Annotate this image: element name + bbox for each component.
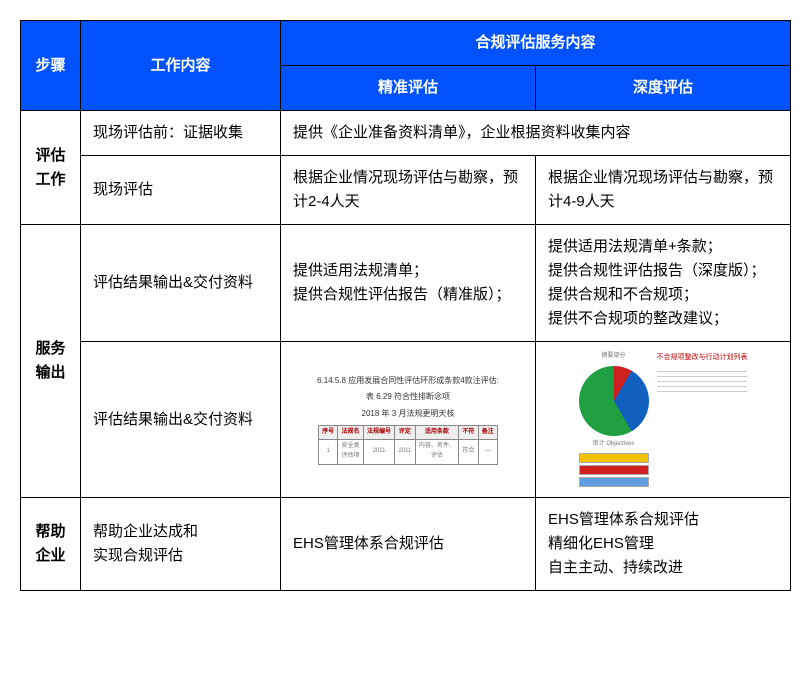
compliance-service-table: 步骤 工作内容 合规评估服务内容 精准评估 深度评估 评估 工作 现场评估前：证…	[20, 20, 791, 591]
rowlabel-help: 帮助 企业	[21, 498, 81, 591]
mini-td: 内容、名件、 评估	[415, 440, 459, 464]
output-r2-deep-sample: 摘要部分 审计 Objectives 不合规项整改与行动计划列表	[536, 342, 791, 498]
sample-deep-left: 摘要部分 审计 Objectives	[579, 352, 649, 487]
mini-bars	[579, 453, 649, 487]
sample-precise-mini-table: 序号 法规名 法规编号 评定 适用条款 不符 备注 1 安全类 评估项 2011	[318, 425, 498, 465]
eval-r2-precise: 根据企业情况现场评估与勘察，预计2-4人天	[281, 156, 536, 225]
mini-th: 不符	[459, 425, 478, 440]
output-r2-precise-sample: 6.14.5.8 应用发展合同性评估环形成条款4款注评估: 表 6.29 符合性…	[281, 342, 536, 498]
bar-icon	[579, 453, 649, 463]
th-step: 步骤	[21, 21, 81, 111]
rowlabel-eval: 评估 工作	[21, 111, 81, 225]
output-r1-deep: 提供适用法规清单+条款； 提供合规性评估报告（深度版）； 提供合规和不合规项； …	[536, 225, 791, 342]
line-icon	[657, 387, 747, 392]
mini-td: 1	[319, 440, 338, 464]
bar-icon	[579, 477, 649, 487]
eval-r1-work: 现场评估前：证据收集	[81, 111, 281, 156]
mini-th: 法规名	[338, 425, 363, 440]
sample-deep-heading: 摘要部分	[601, 352, 625, 362]
th-service-group: 合规评估服务内容	[281, 21, 791, 66]
mini-th: 序号	[319, 425, 338, 440]
mini-th: 法规编号	[363, 425, 395, 440]
mini-th: 备注	[478, 425, 497, 440]
mini-th: 评定	[395, 425, 415, 440]
help-precise: EHS管理体系合规评估	[281, 498, 536, 591]
eval-r1-merged: 提供《企业准备资料清单》，企业根据资料收集内容	[281, 111, 791, 156]
rowlabel-output: 服务 输出	[21, 225, 81, 498]
mini-td: —	[478, 440, 497, 464]
th-deep: 深度评估	[536, 66, 791, 111]
mini-lines	[657, 367, 747, 392]
pie-chart-icon	[579, 366, 649, 436]
sample-precise-figure: 6.14.5.8 应用发展合同性评估环形成条款4款注评估: 表 6.29 符合性…	[293, 375, 523, 465]
output-r1-work: 评估结果输出&交付资料	[81, 225, 281, 342]
help-work: 帮助企业达成和 实现合规评估	[81, 498, 281, 591]
mini-td: 符合	[459, 440, 478, 464]
sample-precise-title1: 6.14.5.8 应用发展合同性评估环形成条款4款注评估:	[317, 375, 499, 388]
sample-precise-title3: 2018 年 3 月法规更明天核	[362, 408, 455, 421]
eval-r2-deep: 根据企业情况现场评估与勘察，预计4-9人天	[536, 156, 791, 225]
sample-deep-redlabel: 不合规项整改与行动计划列表	[657, 352, 748, 363]
mini-td: 2011	[363, 440, 395, 464]
mini-td: 安全类 评估项	[338, 440, 363, 464]
sample-deep-figure: 摘要部分 审计 Objectives 不合规项整改与行动计划列表	[548, 352, 778, 487]
sample-deep-barlabel: 审计 Objectives	[593, 440, 635, 450]
bar-icon	[579, 465, 649, 475]
sample-precise-title2: 表 6.29 符合性排断念项	[366, 391, 450, 404]
help-deep: EHS管理体系合规评估 精细化EHS管理 自主主动、持续改进	[536, 498, 791, 591]
eval-r2-work: 现场评估	[81, 156, 281, 225]
sample-deep-right: 不合规项整改与行动计划列表	[657, 352, 748, 392]
mini-th: 适用条款	[415, 425, 459, 440]
mini-td: 2011	[395, 440, 415, 464]
th-work: 工作内容	[81, 21, 281, 111]
th-precise: 精准评估	[281, 66, 536, 111]
output-r2-work: 评估结果输出&交付资料	[81, 342, 281, 498]
output-r1-precise: 提供适用法规清单； 提供合规性评估报告（精准版）；	[281, 225, 536, 342]
